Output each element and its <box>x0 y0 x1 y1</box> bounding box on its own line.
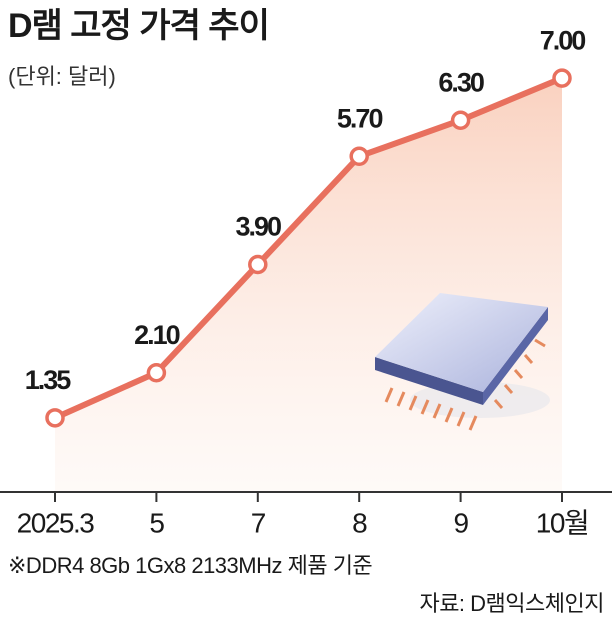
marker <box>552 68 572 88</box>
marker <box>45 408 65 428</box>
area-fill <box>55 78 562 492</box>
data-label: 6.30 <box>438 67 484 97</box>
marker <box>349 146 369 167</box>
marker <box>450 110 471 130</box>
data-label: 3.90 <box>236 212 282 242</box>
x-tick-label: 8 <box>352 507 367 538</box>
data-label: 1.35 <box>25 365 72 395</box>
source: 자료: D램익스체인지 <box>419 591 604 616</box>
plot-area: 2025.3 5 7 8 9 10월 1.35 2.10 3.90 5.70 6.30 7.00 <box>0 25 612 538</box>
x-tick-label: 2025.3 <box>17 507 95 538</box>
marker <box>248 254 268 275</box>
x-tick-label: 9 <box>454 507 469 538</box>
x-tick-label: 7 <box>251 507 266 538</box>
data-label: 2.10 <box>134 320 180 350</box>
data-label: 5.70 <box>337 103 383 133</box>
line <box>53 75 564 421</box>
chip-illustration <box>375 293 550 431</box>
x-tick-label: 10월 <box>536 507 588 538</box>
marker <box>146 362 167 383</box>
chart-title: D램 고정 가격 추이 <box>8 7 269 45</box>
data-label: 7.00 <box>540 25 586 55</box>
chart-subtitle: (단위: 달러) <box>8 64 116 89</box>
footnote: ※DDR4 8Gb 1Gx8 2133MHz 제품 기준 <box>8 553 372 578</box>
x-tick-label: 5 <box>149 507 164 538</box>
